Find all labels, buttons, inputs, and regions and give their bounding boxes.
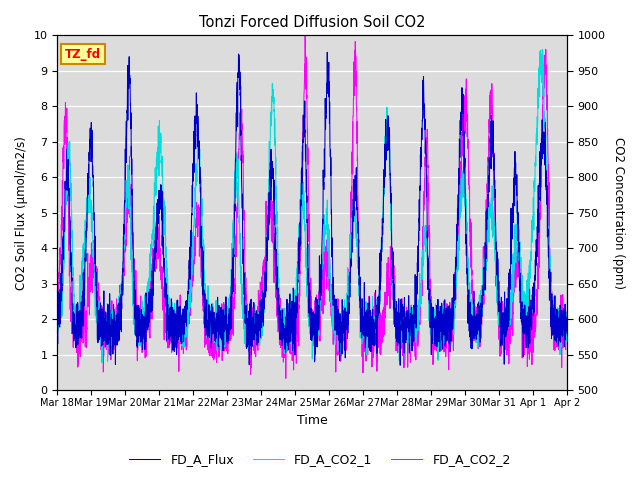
FD_A_Flux — [271, 212, 279, 218]
FD_A_CO2_2 — [249, 305, 257, 311]
FD_A_CO2_2 — [53, 312, 61, 317]
FD_A_CO2_1 — [538, 47, 546, 52]
FD_A_Flux — [563, 309, 571, 315]
FD_A_CO2_1 — [112, 319, 120, 324]
FD_A_CO2_2 — [282, 375, 290, 381]
Legend: FD_A_Flux, FD_A_CO2_1, FD_A_CO2_2: FD_A_Flux, FD_A_CO2_1, FD_A_CO2_2 — [124, 448, 516, 471]
FD_A_CO2_1 — [53, 322, 61, 328]
Line: FD_A_Flux: FD_A_Flux — [57, 52, 567, 365]
FD_A_CO2_1 — [554, 305, 561, 311]
FD_A_CO2_2 — [563, 327, 571, 333]
FD_A_CO2_1 — [499, 320, 506, 325]
FD_A_CO2_1 — [249, 324, 257, 330]
FD_A_CO2_2 — [499, 299, 506, 304]
FD_A_CO2_1 — [563, 327, 571, 333]
FD_A_Flux — [323, 49, 331, 55]
Line: FD_A_CO2_2: FD_A_CO2_2 — [57, 36, 567, 378]
FD_A_Flux — [249, 332, 257, 337]
FD_A_Flux — [499, 324, 506, 330]
Line: FD_A_CO2_1: FD_A_CO2_1 — [57, 49, 567, 362]
FD_A_CO2_1 — [98, 360, 106, 365]
FD_A_CO2_2 — [301, 33, 309, 38]
FD_A_Flux — [111, 361, 119, 367]
Text: TZ_fd: TZ_fd — [65, 48, 101, 61]
Title: Tonzi Forced Diffusion Soil CO2: Tonzi Forced Diffusion Soil CO2 — [199, 15, 426, 30]
FD_A_Flux — [554, 307, 561, 313]
FD_A_Flux — [53, 313, 61, 319]
Y-axis label: CO2 Concentration (ppm): CO2 Concentration (ppm) — [612, 137, 625, 289]
X-axis label: Time: Time — [297, 414, 328, 427]
FD_A_CO2_2 — [142, 304, 150, 310]
Y-axis label: CO2 Soil Flux (μmol/m2/s): CO2 Soil Flux (μmol/m2/s) — [15, 136, 28, 290]
FD_A_CO2_2 — [111, 326, 119, 332]
FD_A_CO2_1 — [271, 143, 279, 148]
FD_A_CO2_2 — [271, 263, 279, 268]
FD_A_CO2_1 — [142, 296, 150, 302]
FD_A_CO2_2 — [554, 315, 561, 321]
FD_A_Flux — [142, 324, 150, 330]
FD_A_Flux — [396, 362, 404, 368]
